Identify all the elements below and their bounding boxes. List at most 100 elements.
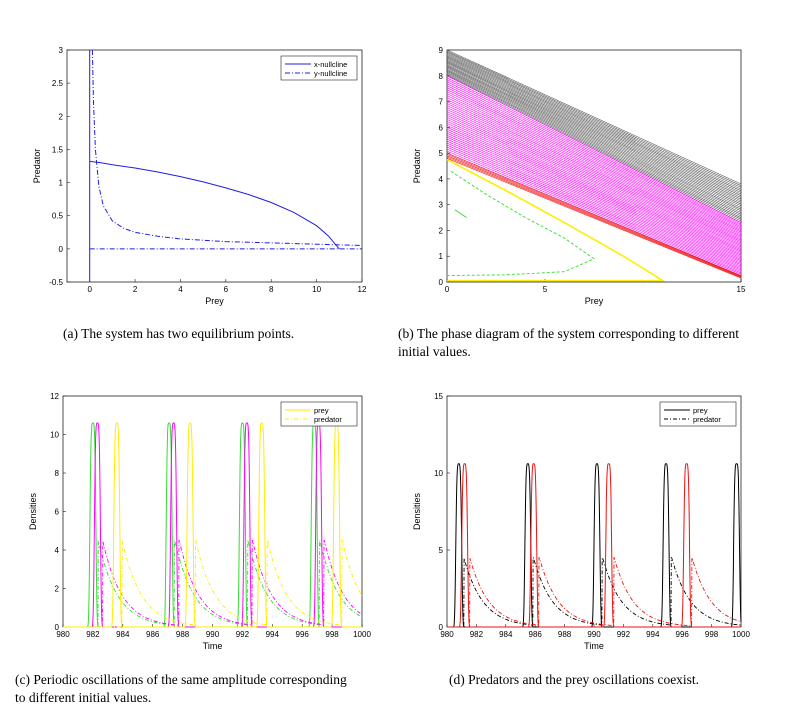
- chart-d-ytick-label: 10: [434, 469, 443, 478]
- chart-a-ytick-label: 0: [59, 245, 64, 254]
- chart-b-ytick-label: 2: [439, 226, 444, 235]
- chart-c-xtick-label: 998: [325, 630, 339, 639]
- chart-c-ytick-label: 0: [55, 623, 60, 632]
- chart-c-ylabel: Densities: [28, 492, 38, 530]
- chart-a-xtick-label: 12: [358, 285, 367, 294]
- chart-d-xtick-label: 982: [470, 630, 484, 639]
- chart-a-axes-box: [66, 49, 363, 283]
- chart-d-ylabel: Densities: [412, 492, 422, 530]
- chart-d-xtick-label: 1000: [732, 630, 750, 639]
- chart-b-trajectory-magenta: [446, 85, 742, 230]
- chart-b-xtick-label: 0: [445, 285, 450, 294]
- chart-c-xlabel: Time: [203, 641, 223, 651]
- chart-b-trajectory-magenta: [446, 107, 742, 245]
- chart-c-prey-yellow: [63, 422, 362, 628]
- chart-b-trajectory-gray: [446, 66, 742, 210]
- chart-b-ylabel: Predator: [412, 149, 422, 184]
- chart-b-trajectory-magenta: [446, 146, 742, 272]
- caption-a: (a) The system has two equilibrium point…: [63, 326, 295, 341]
- chart-c-legend-box: [280, 401, 358, 427]
- chart-c-xtick-label: 988: [176, 630, 190, 639]
- chart-c-xtick-label: 992: [236, 630, 250, 639]
- chart-b-trajectory-gray: [446, 59, 742, 200]
- chart-b-xlabel: Prey: [585, 296, 604, 306]
- chart-b-ytick-label: 5: [439, 149, 444, 158]
- chart-b-trajectory-gray: [446, 55, 742, 193]
- chart-b-trajectory-magenta: [446, 138, 742, 267]
- chart-b-trajectory-red: [446, 152, 742, 276]
- chart-b-trajectory-magenta: [446, 77, 742, 225]
- chart-b-trajectory-red: [446, 158, 742, 279]
- caption-d: (d) Predators and the prey oscillations …: [449, 672, 700, 687]
- chart-c-xtick-label: 990: [206, 630, 220, 639]
- chart-b-trajectory-gray: [446, 54, 742, 192]
- chart-b-trajectory-magenta: [446, 95, 742, 237]
- chart-b-trajectory-magenta: [446, 131, 742, 261]
- chart-b-xtick-label: 15: [737, 285, 746, 294]
- chart-a-ytick-label: 1.5: [52, 145, 64, 154]
- chart-a-xtick-label: 8: [269, 285, 274, 294]
- chart-c-ytick-label: 6: [55, 508, 60, 517]
- chart-b-trajectory-magenta: [446, 150, 742, 275]
- chart-b-trajectory-magenta: [446, 133, 742, 263]
- chart-d-prey-black: [447, 463, 742, 628]
- chart-b-axes-box: [446, 49, 742, 283]
- chart-a-xtick-label: 0: [87, 285, 92, 294]
- chart-c-xtick-label: 1000: [353, 630, 371, 639]
- chart-b-trajectory-gray: [446, 74, 742, 222]
- chart-b-trajectory-red: [446, 156, 742, 278]
- chart-b-green-dashed-trajectory: [446, 170, 595, 277]
- chart-c-legend-label: predator: [314, 415, 342, 424]
- chart-b-trajectory-magenta: [446, 115, 742, 251]
- chart-b-trajectory-red: [446, 155, 742, 278]
- chart-b-trajectory-magenta: [446, 136, 742, 265]
- chart-b-trajectory-magenta: [446, 93, 742, 236]
- chart-d-xtick-label: 996: [676, 630, 690, 639]
- chart-a-xlabel: Prey: [205, 296, 224, 306]
- chart-b-trajectory-magenta: [446, 135, 742, 264]
- chart-b-trajectory-magenta: [446, 79, 742, 226]
- caption-b-line1: (b) The phase diagram of the system corr…: [398, 326, 740, 341]
- chart-b-trajectory-gray: [446, 63, 742, 205]
- chart-b-trajectory-magenta: [446, 142, 742, 270]
- chart-d-xtick-label: 986: [529, 630, 543, 639]
- chart-c-ytick-label: 12: [50, 392, 59, 401]
- chart-b-trajectory-gray: [446, 50, 742, 186]
- chart-b-trajectory-magenta: [446, 109, 742, 246]
- chart-b-trajectory-red: [446, 154, 742, 277]
- chart-a-xtick-label: 6: [224, 285, 229, 294]
- chart-b-trajectory-magenta: [446, 81, 742, 228]
- chart-b-trajectory-magenta: [446, 103, 742, 242]
- caption-c-line2: to different initial values.: [15, 690, 152, 705]
- chart-b-trajectory-magenta: [446, 148, 742, 274]
- chart-b-trajectory-magenta: [446, 91, 742, 234]
- chart-d-xtick-label: 984: [499, 630, 513, 639]
- chart-b-trajectory-magenta: [446, 119, 742, 253]
- chart-b-trajectory-magenta: [446, 113, 742, 249]
- chart-b-trajectory-magenta: [446, 101, 742, 241]
- chart-c-xtick-label: 996: [296, 630, 310, 639]
- chart-c-ytick-label: 2: [55, 585, 60, 594]
- chart-a-legend-label: x-nullcline: [314, 60, 347, 69]
- chart-b-trajectory-gray: [446, 69, 742, 215]
- chart-c-legend-label: prey: [314, 406, 329, 415]
- chart-c-prey-green: [63, 422, 362, 628]
- chart-c-xtick-label: 982: [86, 630, 100, 639]
- chart-b-trajectory-gray: [446, 60, 742, 202]
- chart-a-ytick-label: 2.5: [52, 79, 64, 88]
- chart-b-trajectory-magenta: [446, 97, 742, 238]
- chart-b-green-inner-trajectory: [454, 209, 467, 218]
- caption-b-line2: initial values.: [398, 344, 471, 359]
- chart-b-trajectory-magenta: [446, 105, 742, 244]
- chart-b-ytick-label: 4: [439, 175, 444, 184]
- chart-a-series-y-nullcline: [91, 49, 363, 246]
- chart-a-ytick-label: -0.5: [49, 278, 63, 287]
- chart-b-trajectory-gray: [446, 53, 742, 190]
- chart-b-trajectory-magenta: [446, 87, 742, 232]
- chart-d-xtick-label: 994: [646, 630, 660, 639]
- chart-d-legend-box: [659, 401, 737, 427]
- chart-a-xtick-label: 10: [312, 285, 321, 294]
- chart-c-xtick-label: 980: [56, 630, 70, 639]
- chart-b-trajectory-magenta: [446, 129, 742, 260]
